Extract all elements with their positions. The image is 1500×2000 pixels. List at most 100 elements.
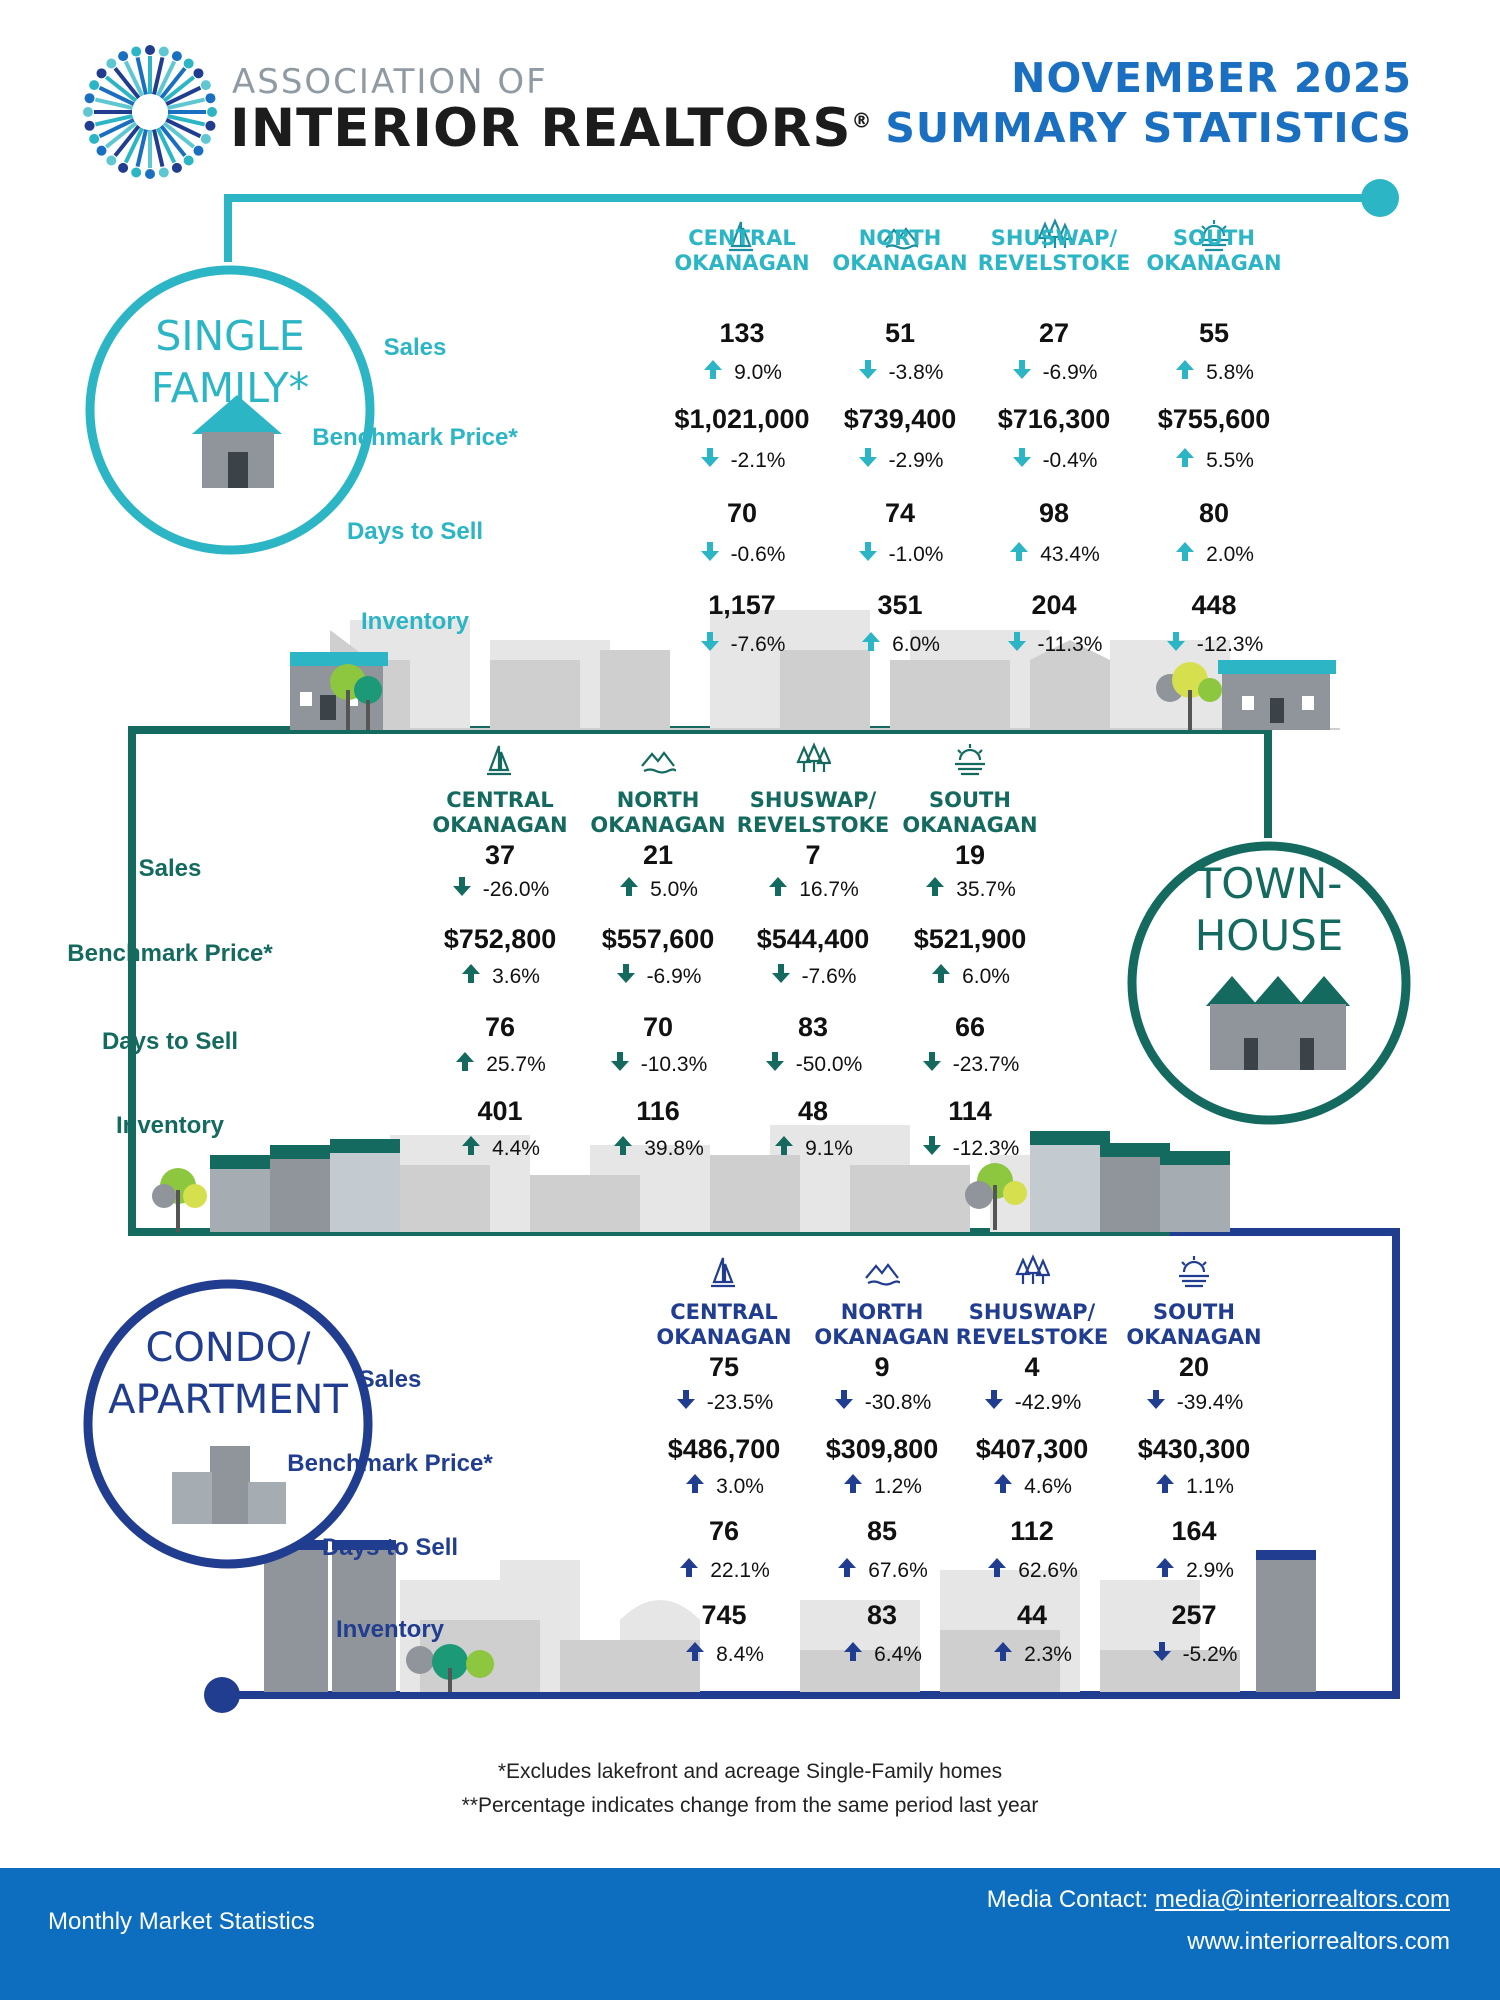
stat-change: 6.0% bbox=[870, 962, 1070, 991]
arrow-up-icon bbox=[618, 875, 640, 904]
stat-change: 5.5% bbox=[1114, 446, 1314, 475]
arrow-down-icon bbox=[764, 1050, 786, 1079]
stat-change-percent: 62.6% bbox=[1018, 1559, 1078, 1582]
stat-change-percent: -0.6% bbox=[730, 543, 786, 566]
region-header-line1: SOUTH bbox=[1173, 226, 1255, 250]
arrow-up-icon bbox=[992, 1472, 1014, 1501]
logo-line2: INTERIOR REALTORS® bbox=[230, 98, 873, 159]
stat-change: 62.6% bbox=[932, 1556, 1132, 1585]
region-header-line2: OKANAGAN bbox=[674, 251, 810, 275]
stat-change-percent: -30.8% bbox=[864, 1391, 932, 1414]
sunset-icon bbox=[1176, 1254, 1212, 1295]
region-header-line1: SOUTH bbox=[1153, 1300, 1235, 1324]
row-label: Inventory bbox=[335, 1616, 445, 1643]
stat-change: 39.8% bbox=[558, 1134, 758, 1163]
stat-value: 66 bbox=[954, 1012, 986, 1042]
arrow-down-icon bbox=[983, 1388, 1005, 1417]
stat-value: 351 bbox=[877, 590, 923, 620]
arrow-down-icon bbox=[615, 962, 637, 991]
footnote-percentage: **Percentage indicates change from the s… bbox=[461, 1794, 1039, 1817]
stat-change-percent: -0.4% bbox=[1042, 449, 1098, 472]
stat-value: 76 bbox=[484, 1012, 516, 1042]
stat-change-percent: 5.0% bbox=[650, 878, 698, 901]
row-label: Inventory bbox=[360, 608, 470, 635]
arrow-up-icon bbox=[612, 1134, 634, 1163]
stat-change-percent: -26.0% bbox=[482, 878, 550, 901]
arrow-up-icon bbox=[678, 1556, 700, 1585]
stat-value: 37 bbox=[484, 840, 516, 870]
mountains-icon bbox=[640, 742, 677, 783]
arrow-down-icon bbox=[675, 1388, 697, 1417]
stat-value: 76 bbox=[708, 1516, 740, 1546]
stat-change: -23.5% bbox=[624, 1388, 824, 1417]
arrow-down-icon bbox=[833, 1388, 855, 1417]
stat-change: -12.3% bbox=[1114, 630, 1314, 659]
stat-change: 2.0% bbox=[1114, 540, 1314, 569]
stat-value: 164 bbox=[1171, 1516, 1217, 1546]
stat-change: 3.0% bbox=[624, 1472, 824, 1501]
logo-line1: ASSOCIATION OF bbox=[232, 62, 548, 102]
stat-change-percent: -42.9% bbox=[1014, 1391, 1082, 1414]
region-header: SOUTH OKANAGAN bbox=[870, 788, 1070, 838]
stat-change: 5.8% bbox=[1114, 358, 1314, 387]
arrow-up-icon bbox=[836, 1556, 858, 1585]
stat-value: 745 bbox=[701, 1600, 747, 1630]
arrow-down-icon bbox=[857, 358, 879, 387]
region-header-line1: NORTH bbox=[858, 226, 942, 250]
stat-change: 43.4% bbox=[954, 540, 1154, 569]
arrow-up-icon bbox=[1008, 540, 1030, 569]
stat-change: -7.6% bbox=[713, 962, 913, 991]
stat-value: $557,600 bbox=[601, 924, 715, 954]
stat-value: 4 bbox=[1024, 1352, 1040, 1382]
stat-change-percent: 25.7% bbox=[486, 1053, 546, 1076]
stat-value: $430,300 bbox=[1137, 1434, 1251, 1464]
stat-change: -1.0% bbox=[800, 540, 1000, 569]
stat-change: 1.1% bbox=[1094, 1472, 1294, 1501]
website-link[interactable]: www.interiorrealtors.com bbox=[1187, 1928, 1450, 1955]
townhouse-icon bbox=[1206, 976, 1258, 1006]
stat-change: -2.1% bbox=[642, 446, 842, 475]
stat-change-percent: 2.0% bbox=[1206, 543, 1254, 566]
region-header-line2: OKANAGAN bbox=[902, 813, 1038, 837]
townhouse-badge bbox=[1127, 841, 1411, 1125]
stat-change-percent: -12.3% bbox=[952, 1137, 1020, 1160]
stat-change-percent: -50.0% bbox=[795, 1053, 863, 1076]
row-label: Sales bbox=[358, 1366, 422, 1393]
row-label: Inventory bbox=[115, 1112, 225, 1139]
stat-change-percent: 5.8% bbox=[1206, 361, 1254, 384]
mountains-icon bbox=[882, 218, 919, 259]
region-header-line2: OKANAGAN bbox=[1126, 1325, 1262, 1349]
stat-value: $752,800 bbox=[443, 924, 557, 954]
arrow-down-icon bbox=[1011, 446, 1033, 475]
arrow-down-icon bbox=[1165, 630, 1187, 659]
stat-change: -0.4% bbox=[954, 446, 1154, 475]
footer-monthly-stats: Monthly Market Statistics bbox=[48, 1908, 315, 1935]
stat-change-percent: -2.9% bbox=[888, 449, 944, 472]
stat-value: 7 bbox=[805, 840, 821, 870]
stat-change-percent: 8.4% bbox=[716, 1643, 764, 1666]
arrow-down-icon bbox=[699, 540, 721, 569]
arrow-up-icon bbox=[860, 630, 882, 659]
stat-change: -7.6% bbox=[642, 630, 842, 659]
row-label: Days to Sell bbox=[101, 1028, 239, 1055]
stat-change-percent: 9.0% bbox=[734, 361, 782, 384]
stat-change-percent: 5.5% bbox=[1206, 449, 1254, 472]
region-header: SHUSWAP/REVELSTOKE bbox=[954, 226, 1154, 276]
stat-change-percent: 6.4% bbox=[874, 1643, 922, 1666]
arrow-up-icon bbox=[924, 875, 946, 904]
stat-value: $521,900 bbox=[913, 924, 1027, 954]
stat-change-percent: 6.0% bbox=[962, 965, 1010, 988]
stat-value: 51 bbox=[884, 318, 916, 348]
stat-change-percent: -1.0% bbox=[888, 543, 944, 566]
stat-value: 9 bbox=[874, 1352, 890, 1382]
media-email-link[interactable]: media@interiorrealtors.com bbox=[1154, 1886, 1450, 1913]
stat-value: 204 bbox=[1031, 590, 1077, 620]
stat-value: 70 bbox=[726, 498, 758, 528]
stat-change-percent: -3.8% bbox=[888, 361, 944, 384]
stat-change: 1.2% bbox=[782, 1472, 982, 1501]
trees-icon bbox=[1014, 1254, 1051, 1295]
stat-change-percent: 16.7% bbox=[799, 878, 859, 901]
trees-icon bbox=[795, 742, 832, 783]
stat-value: $1,021,000 bbox=[674, 404, 810, 434]
region-header: SHUSWAP/REVELSTOKE bbox=[713, 788, 913, 838]
